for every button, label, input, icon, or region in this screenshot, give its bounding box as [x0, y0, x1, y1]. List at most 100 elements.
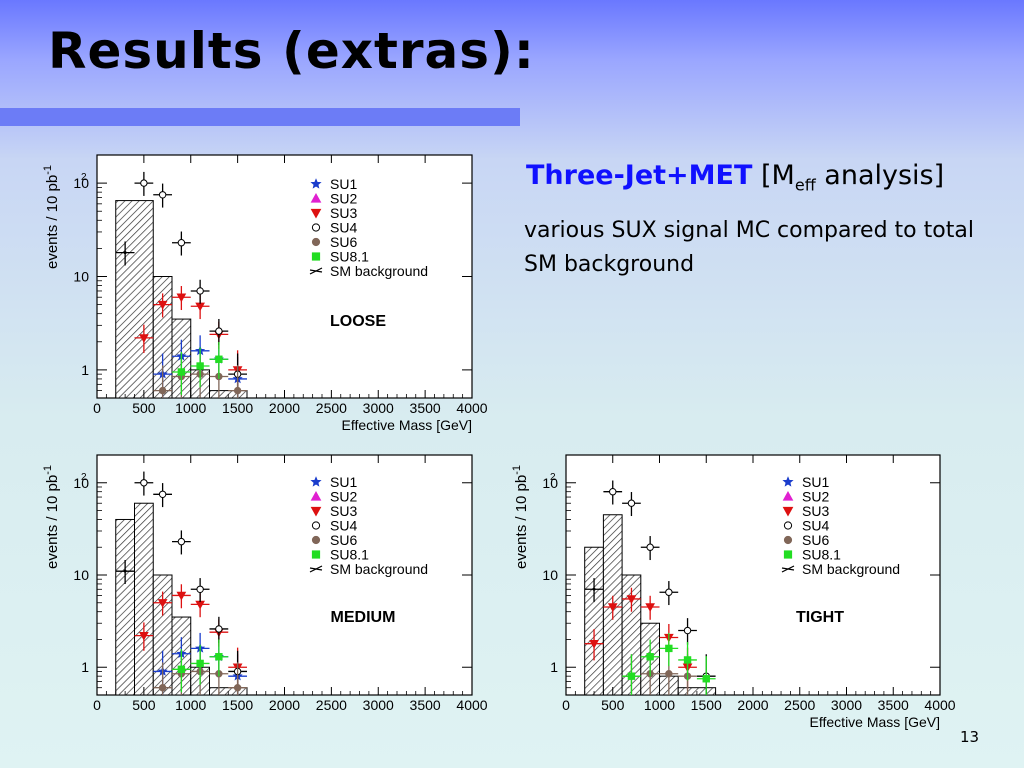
x-tick-label: 3500 — [410, 400, 441, 416]
data-point-su4 — [158, 490, 167, 498]
x-tick-label: 4000 — [456, 697, 487, 713]
data-point-su6 — [158, 683, 167, 692]
slide-title: Results (extras): — [48, 22, 535, 80]
y-axis-label: events / 10 pb-1 — [511, 465, 530, 569]
data-point-su4 — [140, 179, 148, 187]
data-point-su4 — [140, 479, 148, 487]
y-axis-label: events / 10 pb-1 — [42, 165, 61, 269]
x-tick-label: 4000 — [924, 697, 955, 713]
legend-marker — [783, 521, 793, 530]
legend-entry: SU3 — [330, 503, 357, 519]
y-tick-label: 1 — [81, 659, 89, 675]
legend-entry: SU3 — [802, 503, 829, 519]
x-tick-label: 2000 — [269, 400, 300, 416]
data-point-su8-1 — [627, 672, 636, 680]
data-point-su6 — [158, 386, 167, 395]
legend-entry: SU8.1 — [802, 547, 841, 563]
data-point-su8-1 — [702, 675, 710, 683]
x-tick-label: 500 — [132, 400, 156, 416]
data-point-sm — [592, 587, 596, 591]
data-point-su3 — [607, 603, 618, 613]
data-point-su4 — [196, 585, 204, 593]
data-point-su4 — [196, 287, 204, 295]
x-tick-label: 2500 — [316, 697, 347, 713]
x-tick-label: 3000 — [831, 697, 862, 713]
analysis-heading-bracket: [M — [761, 160, 795, 191]
x-tick-label: 1500 — [222, 400, 253, 416]
data-point-su4 — [609, 488, 617, 496]
legend-marker — [781, 567, 795, 571]
data-point-su4 — [215, 625, 223, 633]
data-point-su3 — [157, 599, 168, 608]
legend-marker — [311, 535, 321, 545]
y-tick-label-exp: 2 — [550, 472, 556, 483]
legend-marker — [782, 476, 794, 487]
data-point-su4 — [215, 327, 223, 335]
legend-marker — [310, 208, 322, 219]
x-axis-label: Effective Mass [GeV] — [342, 417, 472, 433]
legend-marker — [311, 252, 321, 261]
y-tick-label: 10 — [73, 175, 89, 191]
legend-marker — [311, 223, 321, 232]
y-tick-label-exp: 2 — [81, 172, 87, 183]
data-point-su4 — [665, 588, 673, 596]
analysis-heading: Three-Jet+MET [Meff analysis] — [526, 160, 944, 194]
x-tick-label: 3500 — [878, 697, 909, 713]
legend-marker — [782, 490, 794, 501]
x-tick-label: 500 — [601, 697, 625, 713]
legend-marker — [782, 506, 794, 517]
data-point-su4 — [627, 499, 636, 507]
y-tick-label: 10 — [73, 567, 89, 583]
x-tick-label: 1500 — [222, 697, 253, 713]
legend-marker — [310, 178, 322, 189]
legend-entry: SM background — [330, 263, 428, 279]
x-tick-label: 2000 — [737, 697, 768, 713]
x-tick-label: 1500 — [691, 697, 722, 713]
x-tick-label: 3000 — [363, 400, 394, 416]
data-point-su8-1 — [215, 355, 223, 363]
data-point-su8-1 — [215, 653, 223, 661]
y-tick-label-exp: 2 — [81, 472, 87, 483]
x-tick-label: 0 — [93, 697, 101, 713]
data-point-su3 — [176, 591, 187, 601]
legend-marker — [310, 506, 322, 517]
x-tick-label: 1000 — [644, 697, 675, 713]
analysis-heading-rest: analysis] — [815, 160, 945, 191]
panel-label: MEDIUM — [331, 609, 396, 626]
legend-marker — [310, 490, 322, 501]
legend-entry: SU2 — [802, 489, 829, 505]
data-point-su4 — [177, 239, 186, 247]
data-point-su4 — [683, 626, 692, 635]
legend-marker — [309, 567, 323, 571]
x-tick-label: 3000 — [363, 697, 394, 713]
legend-marker — [310, 476, 322, 487]
legend-entry: SM background — [330, 561, 428, 577]
data-point-su4 — [158, 191, 167, 199]
analysis-description: various SUX signal MC compared to total … — [524, 218, 974, 277]
x-tick-label: 2000 — [269, 697, 300, 713]
data-point-su6 — [233, 683, 242, 692]
data-point-su8-1 — [196, 659, 204, 668]
legend-entry: SU8.1 — [330, 249, 369, 265]
x-tick-label: 1000 — [175, 400, 206, 416]
data-point-su4 — [646, 543, 654, 551]
x-tick-label: 2500 — [784, 697, 815, 713]
legend-entry: SU2 — [330, 489, 357, 505]
page-number: 13 — [960, 728, 980, 746]
sm-background-bin — [584, 546, 604, 696]
legend-entry: SU2 — [330, 191, 357, 207]
analysis-heading-sub: eff — [794, 175, 816, 195]
legend-marker — [783, 535, 793, 545]
data-point-su3 — [176, 293, 187, 303]
x-tick-label: 4000 — [456, 400, 487, 416]
panel-label: LOOSE — [330, 313, 386, 330]
data-point-su3 — [139, 631, 149, 641]
y-tick-label: 10 — [542, 475, 558, 491]
x-tick-label: 2500 — [316, 400, 347, 416]
legend-entry: SM background — [802, 561, 900, 577]
y-tick-label: 10 — [542, 567, 558, 583]
data-point-su8-1 — [177, 665, 186, 673]
data-point-sm — [123, 569, 127, 573]
